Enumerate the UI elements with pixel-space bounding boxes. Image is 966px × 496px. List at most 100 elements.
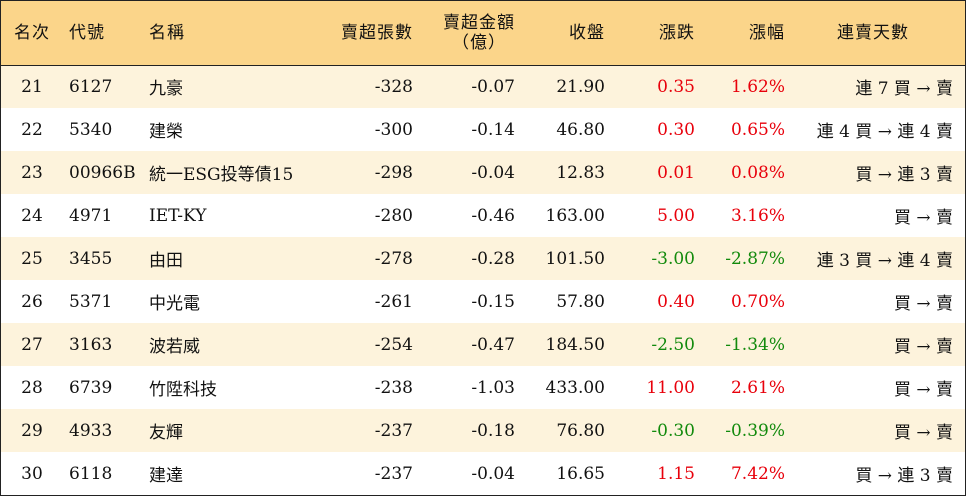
table-row: 30 6118 建達 -237 -0.04 16.65 1.15 7.42% 買 → 連 3 賣 [1,452,965,495]
streak-cell: 買 → 賣 [893,337,953,357]
short-amount-cell: -0.15 [471,291,515,312]
name-cell: 建達 [149,466,183,486]
streak-cell: 買 → 賣 [893,294,953,314]
short-amount-cell: -0.14 [471,119,515,140]
streak-cell: 買 → 連 3 賣 [855,466,953,486]
change-cell: -3.00 [651,248,695,269]
code-cell: 5340 [69,119,113,140]
header-close: 收盤 [523,1,613,66]
table-row: 24 4971 IET-KY -280 -0.46 163.00 5.00 3.16% 買 → … [1,194,965,237]
name-cell: 友輝 [149,423,183,443]
name-cell: 竹陞科技 [149,380,217,400]
streak-cell: 連 4 買 → 連 4 賣 [816,122,953,142]
code-cell: 4933 [69,420,113,441]
table-row: 25 3455 由田 -278 -0.28 101.50 -3.00 -2.87% 連 3 買 … [1,237,965,280]
code-cell: 5371 [69,291,113,312]
header-streak: 連賣天數 [793,1,965,66]
code-cell: 4971 [69,205,113,226]
close-cell: 433.00 [545,377,605,398]
short-shares-cell: -328 [374,76,413,97]
rank-cell: 22 [21,119,43,140]
short-shares-cell: -300 [374,119,413,140]
short-shares-cell: -278 [374,248,413,269]
header-short-amount-text: 賣超金額 （億） [443,13,515,53]
code-cell: 6127 [69,76,113,97]
short-shares-cell: -238 [374,377,413,398]
change-cell: 1.15 [657,463,695,484]
close-cell: 21.90 [556,76,605,97]
rank-cell: 24 [21,205,43,226]
change-cell: -2.50 [651,334,695,355]
code-cell: 3455 [69,248,113,269]
rank-cell: 29 [21,420,43,441]
close-cell: 101.50 [545,248,605,269]
table-row: 26 5371 中光電 -261 -0.15 57.80 0.40 0.70% 買 → 賣 [1,280,965,323]
pct-cell: -1.34% [725,334,785,355]
name-cell: 中光電 [149,294,200,314]
rank-cell: 27 [21,334,43,355]
header-row: 名次 代號 名稱 賣超張數 賣超金額 （億） 收盤 漲跌 漲幅 連賣天數 [1,1,965,66]
rank-cell: 21 [21,76,43,97]
pct-cell: 0.08% [730,162,785,183]
code-cell: 6118 [69,463,113,484]
rank-cell: 23 [21,162,43,183]
header-code: 代號 [63,1,145,66]
short-amount-cell: -0.04 [471,162,515,183]
table-row: 28 6739 竹陞科技 -238 -1.03 433.00 11.00 2.61% 買 → 賣 [1,366,965,409]
rank-cell: 25 [21,248,43,269]
table-row: 21 6127 九豪 -328 -0.07 21.90 0.35 1.62% 連 7 買 → 賣 [1,65,965,108]
name-cell: 統一ESG投等債15 [149,165,294,185]
rank-cell: 28 [21,377,43,398]
pct-cell: 7.42% [730,463,785,484]
name-cell: 建榮 [149,122,183,142]
short-shares-cell: -261 [374,291,413,312]
table-header: 名次 代號 名稱 賣超張數 賣超金額 （億） 收盤 漲跌 漲幅 連賣天數 [1,1,965,66]
pct-cell: 2.61% [730,377,785,398]
table-row: 27 3163 波若威 -254 -0.47 184.50 -2.50 -1.34% 買 → 賣 [1,323,965,366]
change-cell: 5.00 [657,205,695,226]
table-body: 21 6127 九豪 -328 -0.07 21.90 0.35 1.62% 連 7 買 → 賣… [1,65,965,495]
close-cell: 184.50 [545,334,605,355]
close-cell: 16.65 [556,463,605,484]
table-row: 22 5340 建榮 -300 -0.14 46.80 0.30 0.65% 連 4 買 → 連… [1,108,965,151]
short-shares-cell: -298 [374,162,413,183]
header-short-amount-line2: （億） [452,32,506,53]
header-rank: 名次 [1,1,63,66]
streak-cell: 買 → 賣 [893,380,953,400]
name-cell: 波若威 [149,337,200,357]
rank-cell: 26 [21,291,43,312]
change-cell: 0.35 [657,76,695,97]
close-cell: 12.83 [556,162,605,183]
pct-cell: -0.39% [725,420,785,441]
name-cell: 由田 [149,251,183,271]
pct-cell: 0.65% [730,119,785,140]
close-cell: 57.80 [556,291,605,312]
short-amount-cell: -0.28 [471,248,515,269]
streak-cell: 買 → 賣 [893,423,953,443]
short-amount-cell: -0.07 [471,76,515,97]
pct-cell: 1.62% [730,76,785,97]
close-cell: 46.80 [556,119,605,140]
header-short-shares: 賣超張數 [317,1,421,66]
short-amount-cell: -0.46 [471,205,515,226]
table-row: 29 4933 友輝 -237 -0.18 76.80 -0.30 -0.39% 買 → 賣 [1,409,965,452]
streak-cell: 買 → 賣 [893,208,953,228]
header-name: 名稱 [145,1,317,66]
short-shares-cell: -237 [374,463,413,484]
pct-cell: 3.16% [730,205,785,226]
header-pct: 漲幅 [703,1,793,66]
streak-cell: 買 → 連 3 賣 [855,165,953,185]
short-shares-cell: -237 [374,420,413,441]
pct-cell: 0.70% [730,291,785,312]
change-cell: 0.30 [657,119,695,140]
code-cell: 3163 [69,334,113,355]
pct-cell: -2.87% [725,248,785,269]
short-amount-cell: -0.18 [471,420,515,441]
header-change: 漲跌 [613,1,703,66]
name-cell: 九豪 [149,79,183,100]
change-cell: -0.30 [651,420,695,441]
change-cell: 0.40 [657,291,695,312]
close-cell: 76.80 [556,420,605,441]
